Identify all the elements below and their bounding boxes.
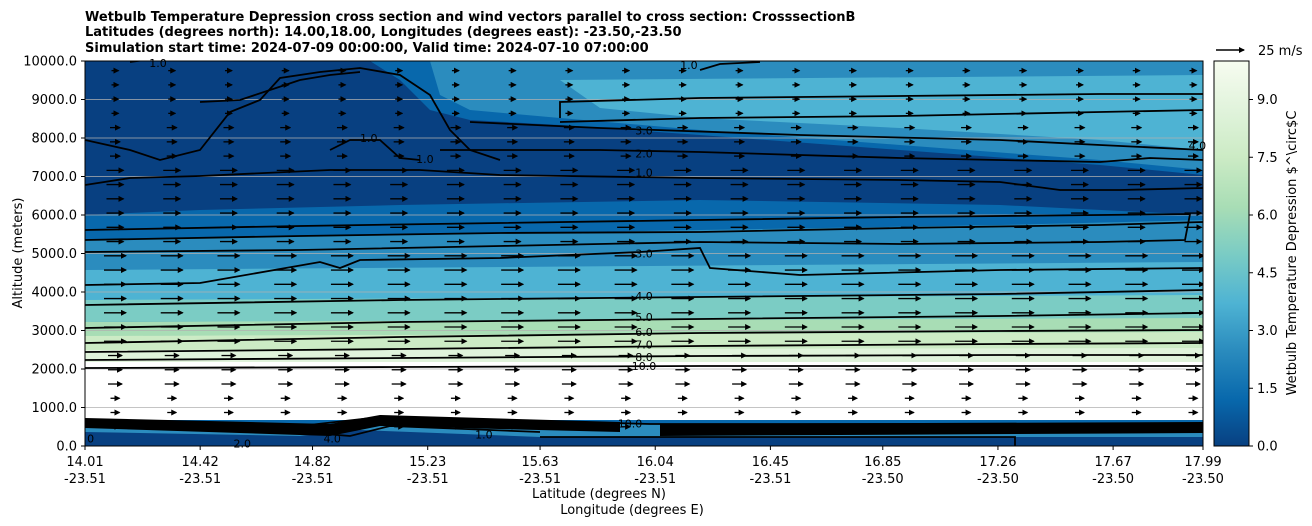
colorbar-tick-label: 7.5 <box>1257 151 1278 166</box>
grid-layer <box>85 99 1203 408</box>
contour-label: 1.0 <box>416 153 434 166</box>
contour-label-layer: 3.0 2.0 1.0 1.0 1.0 1.0 1.0 4.0 3.0 4.0 5.0 6.07.08… <box>87 57 1207 451</box>
contour-line-4 <box>85 289 1203 306</box>
fill-band-surface-dark <box>85 430 1203 446</box>
y-tick-label: 7000.0 <box>32 170 78 185</box>
contour-fill-layer <box>85 61 1203 446</box>
y-tick-label: 6000.0 <box>32 209 78 224</box>
contour-line-3-upper <box>469 121 1203 151</box>
contour-line-7 <box>85 342 1203 353</box>
x-tick-label-longitude: -23.50 <box>1092 472 1134 487</box>
colorbar-gradient <box>1213 60 1250 447</box>
contour-label: 2.0 <box>635 147 653 160</box>
contour-line-mid-a <box>85 221 1203 241</box>
contour-line-upper-c <box>85 67 501 161</box>
y-tick-label: 10000.0 <box>23 55 77 70</box>
x-tick-label-longitude: -23.50 <box>1182 472 1224 487</box>
x-tick-label-longitude: -23.51 <box>749 472 791 487</box>
x-axis-label-latitude: Latitude (degrees N) <box>532 487 666 502</box>
y-tick-layer: 0.0 1000.0 2000.0 3000.0 4000.0 5000.0 6000.0 7… <box>23 55 85 455</box>
x-tick-label-latitude: 16.45 <box>752 455 789 470</box>
contour-line-1 <box>85 169 1203 191</box>
chart-title-line-1: Wetbulb Temperature Depression cross sec… <box>85 10 855 25</box>
colorbar-tick-label: 1.5 <box>1257 382 1278 397</box>
contour-label: 10.0 <box>618 418 643 431</box>
contour-label: 2.0 <box>234 438 252 451</box>
x-tick-label-longitude: -23.51 <box>179 472 221 487</box>
y-tick-label: 2000.0 <box>32 363 78 378</box>
x-tick-label-longitude: -23.51 <box>64 472 106 487</box>
x-tick-label-latitude: 17.26 <box>979 455 1016 470</box>
x-tick-label-longitude: -23.51 <box>519 472 561 487</box>
contour-line-surface-c <box>540 436 1016 446</box>
x-tick-label-latitude: 14.82 <box>294 455 331 470</box>
y-tick-label: 3000.0 <box>32 324 78 339</box>
contour-label: 0 <box>87 432 94 445</box>
contour-label: 3.0 <box>635 248 653 261</box>
x-tick-label-latitude: 14.42 <box>182 455 219 470</box>
contour-label: 4.0 <box>323 432 341 445</box>
y-tick-label: 9000.0 <box>32 93 78 108</box>
surface-bundle-left <box>85 415 620 436</box>
colorbar-tick-layer: 0.0 1.5 3.0 4.5 6.0 7.5 9.0 <box>1249 93 1278 455</box>
contour-label: 5.0 <box>635 311 653 324</box>
x-tick-label-longitude: -23.51 <box>407 472 449 487</box>
colorbar: 0.0 1.5 3.0 4.5 6.0 7.5 9.0 Wetbulb Temperatur… <box>1213 60 1300 455</box>
quiver-key-label: 25 m/s <box>1258 44 1303 59</box>
y-tick-label: 1000.0 <box>32 401 78 416</box>
colorbar-tick-label: 0.0 <box>1257 440 1278 455</box>
contour-label: 1.0 <box>680 59 698 72</box>
quiver-key: 25 m/s <box>1216 44 1303 59</box>
colorbar-label: Wetbulb Temperature Depression $^\circ$C <box>1285 111 1300 396</box>
x-tick-label-longitude: -23.50 <box>862 472 904 487</box>
contour-line-upper-b <box>559 109 1203 123</box>
contour-label: 6.0 <box>635 326 653 339</box>
y-axis-label: Altitude (meters) <box>11 198 26 309</box>
x-tick-label-longitude: -23.50 <box>977 472 1019 487</box>
x-tick-label-latitude: 16.04 <box>637 455 674 470</box>
colorbar-tick-label: 6.0 <box>1257 209 1278 224</box>
x-tick-layer: 14.01 -23.51 14.42 -23.51 14.82 -23.51 15.23 -2… <box>64 446 1224 487</box>
fill-band-white <box>85 362 1203 420</box>
contour-line-upper-f <box>699 61 761 71</box>
wind-vector-layer <box>104 67 1203 430</box>
x-tick-label-latitude: 15.23 <box>409 455 446 470</box>
contour-label: 1.0 <box>635 167 653 180</box>
contour-label: 8.0 <box>635 351 653 364</box>
contour-line-3-mid <box>85 247 1203 286</box>
colorbar-tick-label: 4.5 <box>1257 266 1278 281</box>
contour-line-5 <box>85 312 1203 329</box>
contour-label: 10.0 <box>632 360 657 373</box>
x-tick-label-latitude: 14.01 <box>66 455 103 470</box>
contour-line-8 <box>85 354 1203 361</box>
x-tick-label-longitude: -23.51 <box>292 472 334 487</box>
contour-label: 1.0 <box>475 428 493 441</box>
chart-title-line-3: Simulation start time: 2024-07-09 00:00:… <box>85 41 649 56</box>
contour-line-2 <box>440 149 1203 163</box>
contour-label: 1.0 <box>360 132 378 145</box>
fill-band-mid <box>85 220 1203 275</box>
y-tick-label: 0.0 <box>56 440 77 455</box>
x-tick-label-latitude: 16.85 <box>864 455 901 470</box>
x-tick-label-longitude: -23.51 <box>634 472 676 487</box>
contour-label: 1.0 <box>149 57 167 70</box>
colorbar-tick-label: 3.0 <box>1257 324 1278 339</box>
colorbar-tick-label: 9.0 <box>1257 93 1278 108</box>
fill-band-4000 <box>85 295 1203 322</box>
y-tick-label: 8000.0 <box>32 132 78 147</box>
contour-label: 4.0 <box>635 290 653 303</box>
chart-title-line-2: Latitudes (degrees north): 14.00,18.00, … <box>85 25 682 40</box>
fill-band-6000 <box>85 332 1203 350</box>
contour-line-10 <box>85 365 1203 369</box>
contour-label: 7.0 <box>635 338 653 351</box>
x-tick-label-latitude: 17.99 <box>1184 455 1221 470</box>
x-tick-label-latitude: 17.67 <box>1095 455 1132 470</box>
x-axis-label-longitude: Longitude (degrees E) <box>560 503 704 518</box>
contour-label: 3.0 <box>635 124 653 137</box>
x-tick-label-latitude: 15.63 <box>521 455 558 470</box>
contour-label: 4.0 <box>1189 140 1207 153</box>
y-tick-label: 5000.0 <box>32 247 78 262</box>
y-tick-label: 4000.0 <box>32 286 78 301</box>
